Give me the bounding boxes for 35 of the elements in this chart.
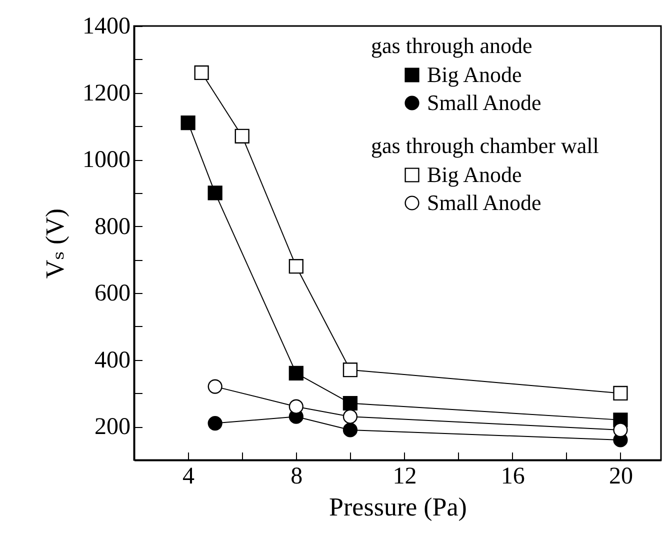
point bbox=[208, 416, 222, 431]
legend-label: Small Anode bbox=[427, 90, 542, 115]
y-tick-label: 1000 bbox=[82, 147, 130, 174]
text: gas through chamber wall bbox=[371, 133, 599, 158]
point bbox=[342, 409, 358, 424]
point bbox=[288, 259, 304, 274]
point bbox=[342, 396, 358, 411]
point bbox=[208, 186, 222, 200]
point bbox=[342, 422, 358, 438]
legend-label: Small Anode bbox=[427, 190, 542, 215]
point bbox=[613, 422, 628, 438]
point bbox=[180, 116, 196, 130]
x-tick-label: 16 bbox=[500, 464, 525, 490]
point bbox=[613, 386, 628, 401]
point bbox=[234, 128, 250, 144]
y-tick-label: 200 bbox=[94, 414, 130, 440]
x-tick-label: 12 bbox=[392, 464, 417, 490]
point bbox=[342, 362, 358, 378]
point bbox=[208, 379, 222, 394]
y-axis-title: Vₛ (V) bbox=[40, 208, 70, 279]
y-tick-label: 800 bbox=[94, 214, 130, 240]
x-tick-label: 8 bbox=[290, 464, 303, 490]
y-tick-label: 1400 bbox=[82, 14, 130, 40]
legend-label: Big Anode bbox=[427, 62, 522, 87]
y-tick-label: 600 bbox=[94, 280, 130, 307]
x-tick-label: 4 bbox=[182, 464, 195, 490]
y-tick-label: 1200 bbox=[82, 80, 130, 106]
point bbox=[288, 399, 304, 414]
x-tick-label: 20 bbox=[608, 464, 633, 490]
point bbox=[194, 65, 209, 80]
text: gas through anode bbox=[371, 33, 532, 58]
legend-label: Big Anode bbox=[427, 162, 522, 187]
point bbox=[288, 366, 304, 381]
x-axis-title: Pressure (Pa) bbox=[329, 492, 467, 522]
y-tick-label: 400 bbox=[94, 347, 130, 374]
